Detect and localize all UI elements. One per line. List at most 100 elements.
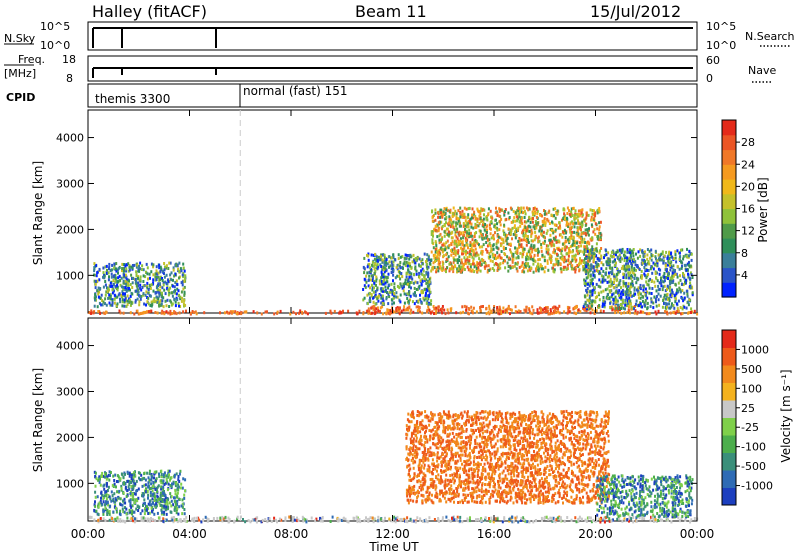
data-cell [329, 520, 332, 523]
data-cell [679, 290, 682, 294]
data-cell [636, 310, 639, 314]
data-cell [488, 241, 491, 245]
data-cell [112, 279, 115, 282]
data-cell [448, 262, 451, 266]
data-cell [579, 410, 582, 413]
data-cell [643, 266, 646, 269]
data-cell [421, 419, 424, 423]
data-cell [564, 245, 567, 249]
data-cell [585, 265, 588, 269]
data-cell [390, 311, 393, 315]
data-cell [384, 285, 387, 289]
data-cell [507, 265, 510, 268]
data-cell [509, 266, 512, 270]
data-cell [138, 264, 140, 268]
data-cell [478, 245, 481, 249]
data-cell [445, 208, 448, 212]
data-cell [578, 235, 581, 239]
data-cell [645, 312, 648, 316]
data-cell [579, 209, 582, 213]
data-cell [540, 267, 543, 271]
data-cell [273, 516, 276, 520]
data-cell [618, 293, 620, 297]
data-cell [182, 262, 185, 266]
data-cell [581, 240, 584, 244]
data-cell [648, 262, 651, 266]
data-cell [90, 311, 93, 315]
data-cell [538, 311, 540, 315]
data-cell [111, 288, 114, 292]
data-cell [483, 476, 486, 480]
data-cell [228, 518, 231, 522]
data-cell [534, 234, 537, 238]
data-cell [374, 262, 377, 266]
data-cell [467, 311, 469, 315]
data-cell [515, 230, 518, 233]
data-cell [451, 230, 454, 234]
data-cell [537, 258, 540, 262]
data-cell [105, 303, 108, 307]
data-cell [567, 251, 570, 255]
data-cell [492, 236, 495, 240]
data-cell [387, 286, 389, 290]
data-cell [686, 247, 688, 251]
data-cell [409, 298, 411, 302]
data-cell [592, 483, 595, 486]
data-cell [431, 428, 434, 432]
data-cell [410, 308, 413, 312]
data-cell [673, 294, 676, 298]
data-cell [484, 458, 487, 462]
data-cell [627, 282, 630, 286]
data-cell [637, 286, 640, 290]
data-cell [531, 305, 534, 309]
data-cell [509, 308, 512, 312]
data-cell [618, 295, 621, 299]
data-cell [580, 240, 583, 244]
data-cell [530, 244, 533, 248]
data-cell [583, 303, 586, 307]
data-cell [654, 249, 657, 253]
data-cell [635, 268, 637, 272]
data-cell [387, 311, 390, 315]
data-cell [662, 280, 665, 284]
data-cell [598, 278, 601, 282]
data-cell [503, 232, 505, 236]
data-cell [447, 311, 450, 315]
data-cell [447, 460, 450, 463]
data-cell [167, 280, 170, 284]
data-cell [558, 248, 561, 252]
data-cell [445, 257, 448, 261]
data-cell [441, 305, 444, 308]
data-cell [436, 453, 439, 456]
data-cell [519, 251, 522, 255]
data-cell [284, 518, 287, 522]
data-cell [148, 283, 151, 287]
data-cell [684, 518, 687, 522]
data-cell [527, 235, 529, 238]
data-cell [565, 231, 567, 235]
data-cell [670, 251, 673, 255]
data-cell [676, 310, 679, 313]
data-cell [502, 437, 505, 441]
data-cell [112, 274, 115, 278]
data-cell [426, 253, 429, 257]
data-cell [663, 284, 666, 288]
data-cell [505, 308, 508, 312]
data-cell [172, 278, 174, 282]
data-cell [691, 291, 694, 295]
data-cell [592, 266, 595, 270]
data-cell [130, 265, 133, 269]
data-cell [172, 266, 175, 270]
data-cell [493, 490, 496, 494]
data-cell [594, 214, 597, 217]
data-cell [593, 256, 596, 260]
data-cell [405, 257, 408, 261]
data-cell [585, 519, 588, 523]
data-cell [549, 253, 552, 257]
data-cell [461, 247, 464, 251]
data-cell [675, 292, 678, 296]
data-cell [572, 240, 575, 243]
data-cell [602, 296, 605, 299]
data-cell [121, 298, 124, 302]
data-cell [441, 516, 444, 520]
